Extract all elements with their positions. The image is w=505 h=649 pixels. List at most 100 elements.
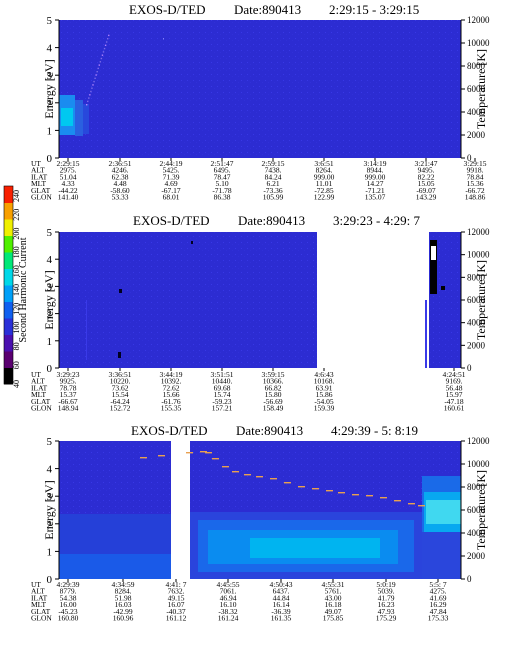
streak-point — [100, 57, 103, 60]
table-cell: 10220. — [110, 377, 131, 386]
table-cell: 9495. — [418, 166, 435, 175]
table-cell: 4246. — [112, 166, 129, 175]
streak-point — [95, 74, 97, 76]
table-cell: -66.67 — [58, 397, 78, 406]
table-cell: 54.38 — [60, 593, 77, 602]
table-cell: 16.29 — [430, 600, 447, 609]
temperature-mark — [270, 478, 277, 480]
panel-2-ylabel: Energy [eV] — [42, 270, 56, 329]
panel-2: EXOS-D/TED Date:890413 3:29:23 - 4:29: 7… — [31, 213, 490, 413]
panel-3-band-right-core — [426, 500, 461, 524]
panel-3-band-left-low — [59, 554, 171, 579]
streak-point — [93, 80, 95, 83]
y-tick-label: 4 — [47, 43, 53, 55]
table-cell: 6.21 — [266, 179, 279, 188]
streak-point — [88, 97, 90, 99]
panel-1-title-text: EXOS-D/TED — [129, 2, 206, 17]
table-cell: 15.36 — [467, 179, 484, 188]
streak-point — [96, 71, 98, 73]
table-cell: 2:29:15 — [57, 159, 80, 168]
colorbar-swatch — [4, 301, 13, 319]
panel-1-band-tail — [75, 100, 83, 136]
table-cell: 49.07 — [325, 607, 342, 616]
temperature-mark — [244, 474, 251, 476]
table-cell: 4:6:43 — [314, 370, 333, 379]
table-cell: 16.03 — [115, 600, 132, 609]
table-cell: 47.84 — [430, 607, 447, 616]
table-cell: 46.94 — [220, 593, 237, 602]
table-cell: 72.62 — [163, 383, 180, 392]
table-cell: 15.66 — [163, 390, 180, 399]
table-cell: 999.00 — [314, 172, 335, 181]
row-label: ILAT — [31, 383, 48, 392]
panel-3-temperature-trace — [140, 451, 425, 507]
row-label: UT — [31, 159, 41, 168]
panel-2-ephemeris-table: UTALTILATMLTGLATGLON3:29:239925.78.7815.… — [31, 368, 466, 413]
streak-point — [105, 41, 108, 43]
table-cell: 10168. — [314, 377, 335, 386]
table-cell: 41.69 — [430, 593, 447, 602]
panel-3-y2-axis: 0 2000 4000 6000 8000 10000 12000 — [460, 436, 490, 584]
panel-2-time-range: 3:29:23 - 4:29: 7 — [333, 213, 421, 228]
y-tick-label: 3 — [47, 491, 53, 503]
table-cell: 3:6:51 — [314, 159, 333, 168]
table-cell: 3:51:51 — [211, 370, 234, 379]
temperature-mark — [158, 455, 165, 457]
table-cell: -38.32 — [218, 607, 238, 616]
temperature-mark — [418, 505, 425, 507]
colorbar-tick-label: 120 — [12, 303, 21, 315]
colorbar-swatch — [4, 202, 13, 220]
colorbar-tick-label: 180 — [12, 246, 21, 258]
table-cell: 3:21:47 — [415, 159, 438, 168]
table-cell: 15.37 — [60, 390, 77, 399]
table-cell: -47.18 — [444, 397, 464, 406]
y-tick-label: 0 — [47, 574, 53, 586]
table-cell: -67.17 — [161, 186, 181, 195]
table-cell: 16.23 — [378, 600, 395, 609]
y-tick-label: 2 — [47, 309, 53, 321]
table-cell: 161.24 — [218, 614, 239, 623]
table-cell: -54.05 — [314, 397, 334, 406]
table-cell: 15.05 — [418, 179, 435, 188]
table-cell: 161.35 — [271, 614, 292, 623]
streak-point — [163, 38, 164, 40]
table-cell: 3:44:19 — [160, 370, 183, 379]
colorbar-swatch — [4, 219, 13, 236]
y-tick-label: 0 — [47, 153, 53, 165]
table-cell: 148.94 — [58, 404, 79, 413]
row-label: GLAT — [31, 607, 51, 616]
table-cell: 66.82 — [265, 383, 282, 392]
temperature-mark — [222, 466, 229, 468]
table-cell: 62.38 — [112, 172, 129, 181]
panel-3-time-range: 4:29:39 - 5: 8:19 — [331, 423, 418, 438]
table-cell: 43.00 — [325, 593, 342, 602]
row-label: GLAT — [31, 397, 51, 406]
streak-point — [99, 61, 102, 63]
table-cell: -44.22 — [58, 186, 78, 195]
colorbar-tick-label: 40 — [12, 380, 21, 388]
table-cell: 51.98 — [115, 593, 132, 602]
panel-3-y-axis: 0 1 2 3 4 5 — [47, 436, 60, 586]
table-cell: -71.21 — [365, 186, 385, 195]
table-cell: 161.12 — [166, 614, 187, 623]
panel-1-ylabel: Energy [eV] — [42, 59, 56, 118]
temperature-mark — [212, 458, 219, 460]
colorbar-tick-label: 220 — [12, 209, 21, 221]
y2-tick-label: 6000 — [467, 84, 486, 94]
temperature-mark — [380, 497, 387, 499]
table-cell: 160.61 — [444, 404, 465, 413]
panel-1-streak — [86, 34, 164, 106]
table-cell: 49.15 — [168, 593, 185, 602]
table-cell: 4:50:43 — [270, 580, 293, 589]
panel-1-date: Date:890413 — [234, 2, 301, 17]
table-cell: 5:5: 7 — [429, 580, 447, 589]
table-cell: 15.97 — [446, 390, 463, 399]
y2-tick-label: 0 — [467, 574, 472, 584]
panel-2-y2label: Temperature [K] — [474, 260, 488, 340]
colorbar-swatch — [4, 367, 13, 385]
table-cell: 3:59:15 — [262, 370, 285, 379]
table-cell: 9169. — [446, 377, 463, 386]
table-cell: 4:41: 7 — [165, 580, 186, 589]
